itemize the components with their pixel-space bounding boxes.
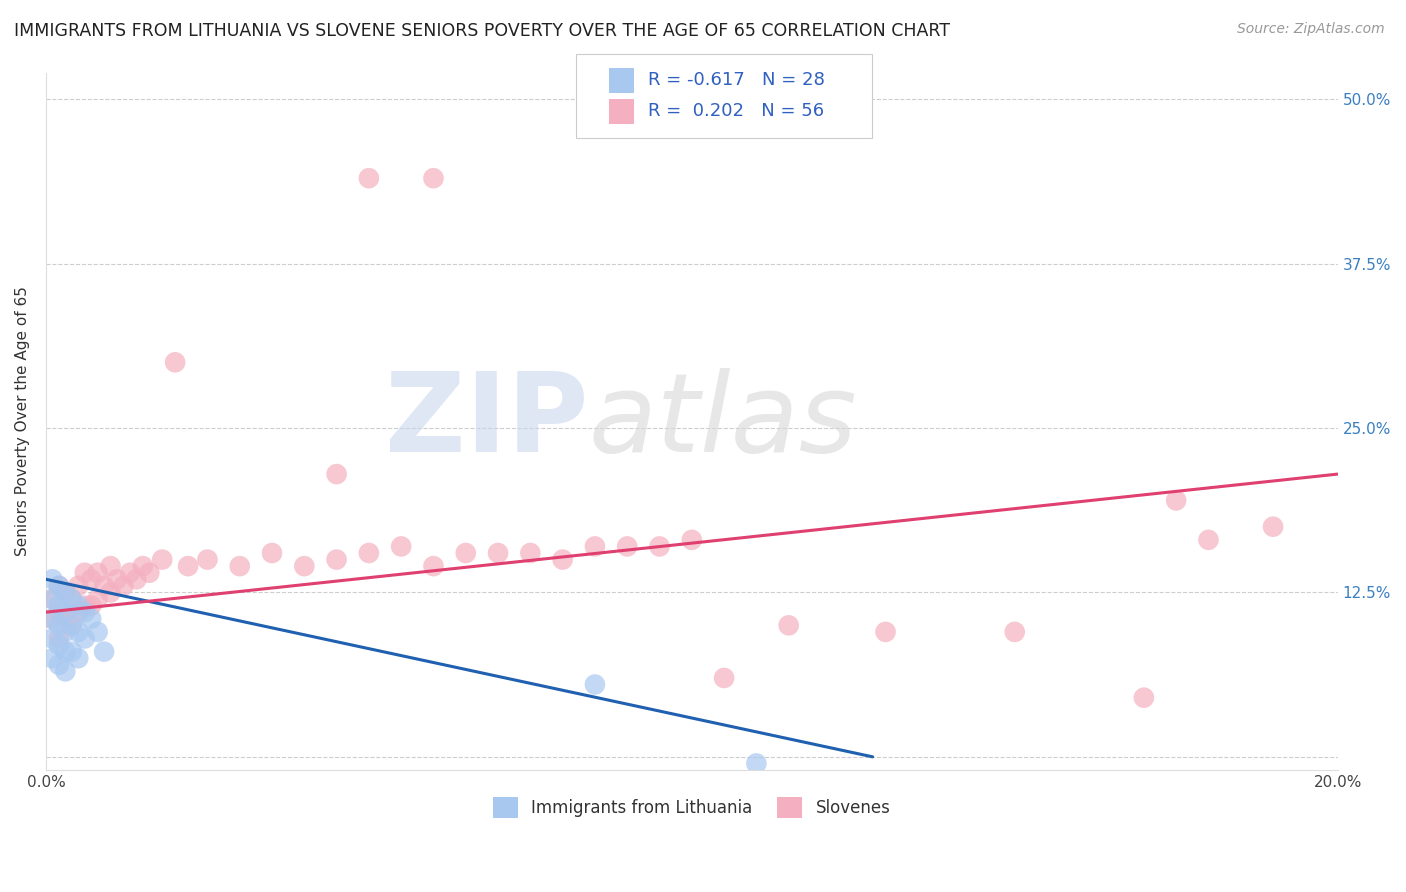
Point	[1198, 533, 1220, 547]
Point	[48, 657, 70, 672]
Point	[177, 559, 200, 574]
Point	[53, 612, 76, 626]
Point	[150, 552, 173, 566]
Point	[1004, 624, 1026, 639]
Point	[292, 559, 315, 574]
Point	[422, 171, 444, 186]
Point	[73, 632, 96, 646]
Y-axis label: Seniors Poverty Over the Age of 65: Seniors Poverty Over the Age of 65	[15, 286, 30, 557]
Point	[53, 665, 76, 679]
Point	[80, 612, 103, 626]
Point	[519, 546, 541, 560]
Point	[112, 579, 135, 593]
Point	[41, 632, 63, 646]
Point	[60, 592, 83, 607]
Point	[583, 540, 606, 554]
Point	[1166, 493, 1188, 508]
Point	[67, 579, 90, 593]
Point	[48, 605, 70, 619]
Point	[48, 599, 70, 613]
Text: atlas: atlas	[589, 368, 858, 475]
Point	[325, 552, 347, 566]
Point	[93, 645, 115, 659]
Point	[73, 605, 96, 619]
Point	[53, 624, 76, 639]
Point	[41, 592, 63, 607]
Text: Source: ZipAtlas.com: Source: ZipAtlas.com	[1237, 22, 1385, 37]
Point	[875, 624, 897, 639]
Point	[41, 612, 63, 626]
Point	[197, 552, 219, 566]
Point	[486, 546, 509, 560]
Point	[745, 756, 768, 771]
Point	[778, 618, 800, 632]
Point	[681, 533, 703, 547]
Point	[100, 559, 122, 574]
Point	[53, 585, 76, 599]
Point	[86, 566, 108, 580]
Point	[454, 546, 477, 560]
Point	[53, 605, 76, 619]
Point	[105, 572, 128, 586]
Point	[86, 592, 108, 607]
Point	[53, 645, 76, 659]
Point	[118, 566, 141, 580]
Point	[73, 566, 96, 580]
Point	[616, 540, 638, 554]
Point	[48, 618, 70, 632]
Point	[60, 618, 83, 632]
Point	[80, 599, 103, 613]
Point	[67, 651, 90, 665]
Point	[67, 599, 90, 613]
Point	[41, 651, 63, 665]
Point	[138, 566, 160, 580]
Text: R = -0.617   N = 28: R = -0.617 N = 28	[648, 71, 825, 89]
Point	[48, 579, 70, 593]
Point	[86, 624, 108, 639]
Point	[713, 671, 735, 685]
Point	[125, 572, 148, 586]
Point	[60, 645, 83, 659]
Point	[67, 624, 90, 639]
Point	[67, 605, 90, 619]
Point	[228, 559, 250, 574]
Point	[357, 171, 380, 186]
Point	[1261, 519, 1284, 533]
Point	[132, 559, 155, 574]
Point	[60, 592, 83, 607]
Text: R =  0.202   N = 56: R = 0.202 N = 56	[648, 103, 824, 120]
Point	[100, 585, 122, 599]
Point	[80, 572, 103, 586]
Point	[165, 355, 187, 369]
Point	[60, 618, 83, 632]
Point	[73, 599, 96, 613]
Point	[583, 677, 606, 691]
Legend: Immigrants from Lithuania, Slovenes: Immigrants from Lithuania, Slovenes	[486, 790, 897, 824]
Point	[1133, 690, 1156, 705]
Point	[41, 572, 63, 586]
Point	[422, 559, 444, 574]
Point	[48, 638, 70, 652]
Point	[325, 467, 347, 481]
Point	[48, 632, 70, 646]
Point	[357, 546, 380, 560]
Point	[551, 552, 574, 566]
Point	[41, 592, 63, 607]
Point	[93, 579, 115, 593]
Point	[53, 585, 76, 599]
Point	[48, 579, 70, 593]
Point	[41, 612, 63, 626]
Text: IMMIGRANTS FROM LITHUANIA VS SLOVENE SENIORS POVERTY OVER THE AGE OF 65 CORRELAT: IMMIGRANTS FROM LITHUANIA VS SLOVENE SEN…	[14, 22, 950, 40]
Point	[260, 546, 283, 560]
Point	[389, 540, 412, 554]
Text: ZIP: ZIP	[385, 368, 589, 475]
Point	[648, 540, 671, 554]
